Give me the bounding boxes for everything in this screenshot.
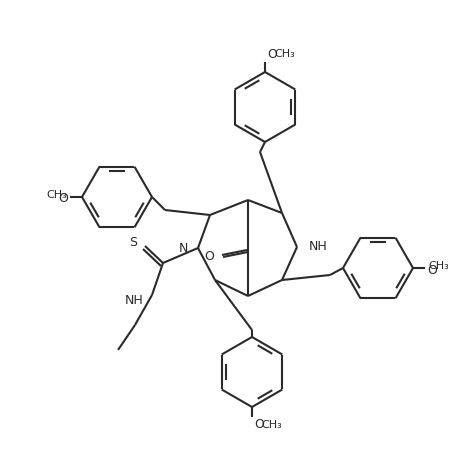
Text: S: S	[129, 237, 136, 249]
Text: O: O	[267, 48, 276, 61]
Text: O: O	[426, 263, 436, 276]
Text: NH: NH	[308, 240, 327, 254]
Text: CH₃: CH₃	[260, 420, 281, 430]
Text: NH: NH	[125, 294, 144, 307]
Text: O: O	[204, 251, 213, 263]
Text: N: N	[178, 241, 187, 254]
Text: O: O	[58, 192, 68, 206]
Text: CH₃: CH₃	[273, 49, 294, 59]
Text: CH₃: CH₃	[427, 261, 448, 271]
Text: O: O	[253, 418, 263, 432]
Text: CH₃: CH₃	[46, 190, 67, 200]
